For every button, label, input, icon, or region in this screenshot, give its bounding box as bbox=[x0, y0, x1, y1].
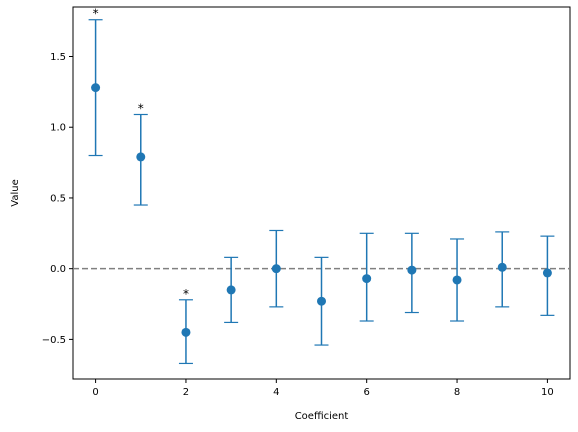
data-point bbox=[317, 296, 326, 306]
significance-marker: * bbox=[138, 101, 144, 115]
data-point bbox=[271, 264, 281, 274]
data-point bbox=[181, 327, 191, 337]
data-point bbox=[226, 285, 236, 295]
ticks-layer: 0 2 4 6 8 10 −0.5 0.0 0.5 1.0 1.5 bbox=[42, 52, 554, 398]
data-marks-layer: * * * bbox=[88, 7, 555, 365]
y-axis-label: Value bbox=[10, 179, 21, 206]
data-point bbox=[362, 274, 372, 284]
data-point bbox=[452, 275, 462, 285]
x-tick-label: 0 bbox=[92, 387, 98, 398]
x-tick-label: 10 bbox=[541, 387, 554, 398]
y-tick-label: −0.5 bbox=[42, 335, 66, 346]
x-tick-label: 2 bbox=[183, 387, 189, 398]
y-tick-label: 0.0 bbox=[50, 264, 66, 275]
data-point bbox=[407, 265, 417, 275]
y-tick-label: 0.5 bbox=[50, 193, 66, 204]
data-point bbox=[542, 268, 552, 278]
x-tick-label: 8 bbox=[454, 387, 460, 398]
data-point bbox=[136, 152, 146, 162]
data-point bbox=[497, 262, 507, 272]
y-tick-label: 1.5 bbox=[50, 52, 66, 63]
significance-marker: * bbox=[183, 287, 189, 301]
x-tick-label: 4 bbox=[273, 387, 279, 398]
x-axis-label: Coefficient bbox=[295, 411, 349, 422]
x-tick-label: 6 bbox=[363, 387, 369, 398]
data-point bbox=[91, 83, 101, 93]
significance-marker: * bbox=[93, 7, 99, 21]
y-tick-label: 1.0 bbox=[50, 123, 66, 134]
